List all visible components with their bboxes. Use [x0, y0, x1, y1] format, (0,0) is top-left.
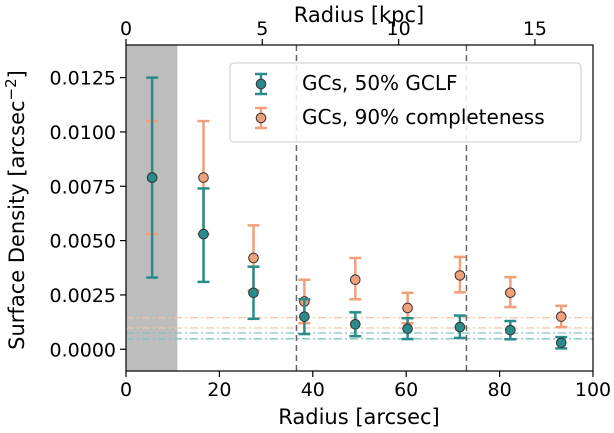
y-axis-label-close: ]: [5, 70, 29, 78]
x-axis-label: Radius [arcsec]: [278, 405, 439, 429]
y-tick-label: 0.0000: [50, 339, 116, 361]
data-point: [255, 112, 267, 124]
data-point: [505, 287, 516, 299]
data-point: [454, 270, 466, 281]
data-point-group: [349, 256, 362, 301]
y-tick-label: 0.0025: [50, 285, 116, 307]
legend-label-completeness: GCs, 90% completeness: [302, 105, 545, 129]
top-axis-label: Radius [kpc]: [294, 3, 425, 27]
axes-frame: [125, 44, 594, 372]
data-point: [555, 337, 567, 349]
data-point: [349, 274, 361, 286]
x-tick-label: 20: [207, 379, 231, 401]
data-point-group: [504, 275, 517, 309]
data-point: [146, 172, 158, 183]
data-point: [402, 323, 413, 334]
legend-label-gclf: GCs, 50% GCLF: [302, 71, 458, 95]
legend-marker-gclf: [255, 72, 267, 96]
data-point: [198, 228, 209, 240]
data-point: [505, 324, 516, 336]
data-point: [248, 287, 259, 299]
top-tick-label: 15: [523, 18, 547, 40]
x-tick-label: 0: [120, 379, 132, 401]
data-point-group: [453, 314, 466, 340]
data-point: [402, 302, 413, 314]
data-point-group: [555, 335, 568, 350]
x-tick-label: 60: [394, 379, 418, 401]
y-tick-label: 0.0050: [50, 231, 116, 253]
y-axis-label: Surface Density [arcsec−2]: [2, 70, 29, 350]
data-point: [454, 321, 466, 333]
x-tick-label: 100: [575, 379, 611, 401]
data-point: [198, 172, 209, 183]
data-point: [255, 78, 267, 90]
top-tick-label: 0: [120, 18, 132, 40]
data-point: [299, 311, 310, 322]
legend-frame: [229, 62, 582, 143]
legend: GCs, 50% GCLF GCs, 90% completeness: [229, 62, 582, 143]
data-point-group: [197, 187, 210, 284]
data-point-group: [146, 76, 159, 279]
data-point-group: [349, 311, 362, 338]
top-tick-label: 10: [387, 18, 411, 40]
data-point-group: [247, 265, 260, 321]
data-point-group: [401, 316, 414, 341]
top-tick-label: 5: [256, 18, 268, 40]
plot-area: 0 20 40 60 80 1000.00000.00250.00500.00750.01…: [50, 18, 612, 401]
x-tick-label: 80: [488, 379, 512, 401]
y-tick-label: 0.0075: [50, 176, 116, 198]
data-point-group: [298, 298, 311, 336]
legend-marker-completeness: [255, 106, 267, 130]
legend-marker-symbol: [255, 106, 267, 130]
series-gclf: [146, 76, 568, 350]
data-point: [248, 252, 259, 264]
data-point: [555, 311, 567, 322]
y-tick-label: 0.0100: [50, 122, 116, 144]
y-axis-label-exponent: −2: [2, 78, 20, 100]
y-tick-label: 0.0125: [50, 68, 116, 90]
legend-marker-symbol: [255, 72, 267, 96]
data-point: [349, 318, 361, 330]
data-point-group: [555, 304, 568, 329]
x-tick-label: 40: [301, 379, 325, 401]
data-point-group: [453, 255, 466, 294]
y-axis-label-text: Surface Density [arcsec: [5, 100, 29, 349]
data-point-group: [504, 319, 517, 341]
